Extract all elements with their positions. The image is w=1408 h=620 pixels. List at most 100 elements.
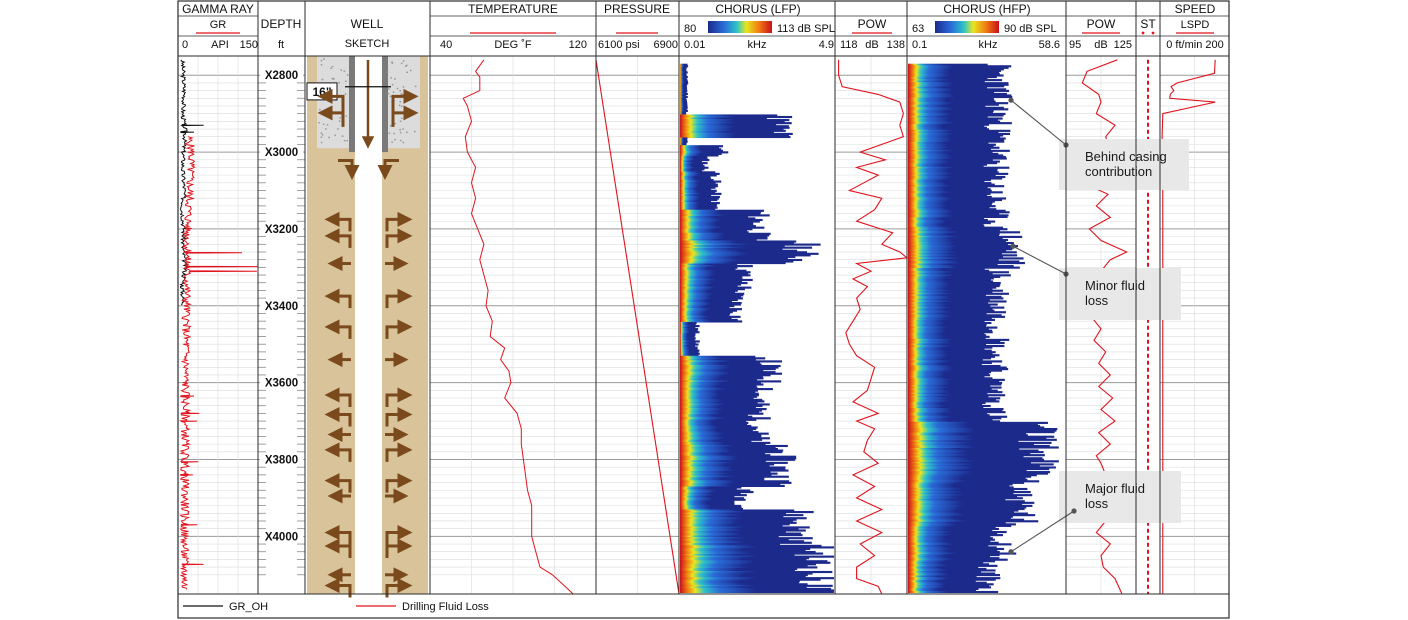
- hfp-row: [908, 541, 999, 544]
- hfp-row: [908, 194, 988, 197]
- lfp-row: [680, 363, 762, 366]
- lfp-row: [680, 454, 771, 457]
- hfp-row: [908, 472, 1049, 475]
- lfp-row: [680, 384, 757, 388]
- log-curves: [179, 59, 1216, 595]
- lfp-row: [680, 570, 833, 574]
- hfp-row: [908, 317, 992, 320]
- fluid-loss-arrow: [385, 525, 413, 545]
- lfp-row: [680, 343, 699, 346]
- cement-speckle: [394, 138, 396, 141]
- hfp-row: [908, 489, 1015, 492]
- lfp-row: [680, 443, 766, 446]
- lfp-row: [680, 203, 718, 206]
- hfp-row: [908, 222, 991, 225]
- lfp-row: [680, 177, 711, 180]
- depth-label-bg: [260, 68, 303, 82]
- lfp-row: [680, 534, 803, 537]
- hfp-row: [908, 205, 996, 208]
- lfp-row: [680, 200, 712, 203]
- lfp-row: [680, 335, 695, 338]
- lfp-row: [680, 532, 801, 535]
- cement-speckle: [413, 130, 416, 133]
- hfp-row: [908, 91, 995, 94]
- hfp-row: [908, 182, 992, 185]
- gr-scale-unit: API: [211, 39, 229, 51]
- hfp-row: [908, 524, 1012, 527]
- lfp-row: [680, 254, 811, 257]
- hfp-row: [908, 547, 1005, 551]
- hfp-row: [908, 535, 991, 538]
- lfp-row: [680, 106, 688, 109]
- lfp-row: [680, 377, 764, 380]
- lfp-row: [680, 297, 743, 300]
- lfp-row: [680, 481, 792, 484]
- hfp-row: [908, 463, 1054, 466]
- hfp-row: [908, 460, 1059, 463]
- lfp-row: [680, 455, 797, 458]
- lfp-row: [680, 222, 754, 225]
- lfp-row: [680, 371, 776, 374]
- cement-speckle: [387, 92, 390, 95]
- hfp-row: [908, 249, 1007, 252]
- lfp-row: [680, 426, 758, 429]
- cement-speckle: [389, 124, 392, 127]
- cement-speckle: [394, 122, 397, 125]
- lfp-row: [680, 437, 770, 440]
- hfp-row: [908, 295, 1002, 298]
- hfp-row: [908, 228, 1008, 231]
- lfp-row: [680, 281, 748, 285]
- lfp-row: [680, 265, 753, 268]
- hfp-row: [908, 180, 985, 183]
- lfp-row: [680, 126, 790, 129]
- lfp-colorbar-max: 113 dB SPL: [777, 23, 835, 35]
- lfp-row: [680, 543, 781, 546]
- hfp-row: [908, 301, 989, 305]
- well-title: WELL: [351, 17, 384, 31]
- annotation-text: contribution: [1085, 164, 1152, 179]
- annotation-leader: [1012, 245, 1067, 275]
- cement-speckle: [409, 69, 412, 72]
- depth-label-bg: [260, 529, 303, 543]
- hfp-row: [908, 427, 1058, 431]
- lfp-row: [680, 521, 797, 524]
- cement-speckle: [391, 141, 394, 143]
- lfp-row: [680, 80, 688, 83]
- hfp-row: [908, 243, 1008, 246]
- hfp-row: [908, 165, 984, 168]
- hfp-row: [908, 142, 989, 145]
- lfp-row: [680, 243, 821, 246]
- fluid-loss-gr-curve: [179, 136, 259, 590]
- hfp-row: [908, 555, 991, 558]
- lfp-row: [680, 586, 807, 589]
- cement-speckle: [330, 67, 333, 70]
- lfp-row: [680, 100, 688, 103]
- annotation-dot: [1010, 243, 1016, 249]
- lfp-row: [680, 249, 798, 252]
- hfp-row: [908, 281, 1001, 285]
- gr-scale-min: 0: [182, 39, 188, 51]
- hfp-colorbar-min: 63: [912, 23, 924, 35]
- hfp-row: [908, 318, 996, 321]
- hfp-row: [908, 186, 988, 189]
- lfp-row: [680, 581, 800, 584]
- lfp-row: [680, 268, 736, 271]
- hfp-row: [908, 211, 1010, 214]
- cement-speckle: [344, 93, 347, 95]
- hfp-row: [908, 550, 1000, 554]
- cement-speckle: [399, 120, 402, 123]
- hfp-freq-min: 0.1: [912, 39, 927, 51]
- lfp-row: [680, 225, 757, 228]
- hfp-row: [908, 106, 1004, 109]
- hfp-row: [908, 311, 1006, 314]
- hfp-row: [908, 257, 1024, 260]
- lfp-row: [680, 95, 688, 99]
- cement-speckle: [396, 87, 399, 90]
- fluid-loss-arrow: [324, 288, 352, 309]
- hfp-row: [908, 506, 1027, 509]
- lfp-row: [680, 171, 716, 174]
- hfp-row: [908, 66, 1009, 69]
- hfp-row: [908, 314, 1002, 317]
- hfp-row: [908, 558, 1008, 561]
- hfp-row: [908, 108, 1009, 111]
